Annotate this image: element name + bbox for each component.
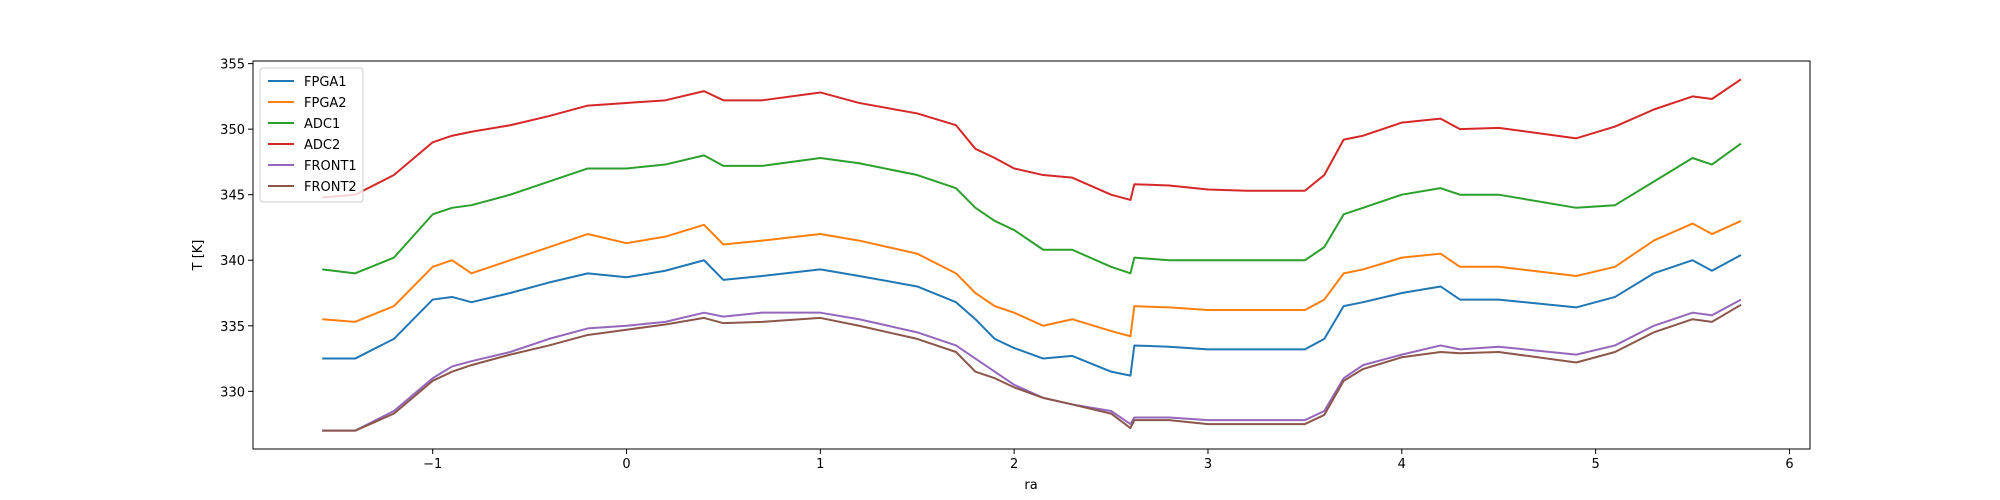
x-tick-label: 5: [1591, 457, 1599, 472]
y-tick-label: 355: [220, 58, 245, 73]
x-tick-label: 4: [1398, 457, 1406, 472]
legend-label: FPGA1: [304, 75, 347, 90]
x-tick-label: −1: [423, 457, 442, 472]
series-line: [322, 220, 1742, 338]
x-axis-label: ra: [1024, 478, 1037, 493]
legend-label: FPGA2: [304, 96, 347, 111]
series-line: [322, 254, 1742, 377]
series-line: [322, 78, 1742, 201]
y-tick-label: 350: [220, 123, 245, 138]
series-line: [322, 142, 1742, 275]
legend-label: ADC2: [304, 138, 340, 153]
y-tick-label: 330: [220, 385, 245, 400]
x-tick-label: 0: [622, 457, 630, 472]
y-tick-label: 335: [220, 320, 245, 335]
series-line: [322, 303, 1742, 432]
legend-label: FRONT1: [304, 159, 357, 174]
plot-frame: [252, 60, 1811, 450]
x-tick-label: 1: [816, 457, 824, 472]
x-tick-label: 6: [1785, 457, 1793, 472]
x-tick-label: 2: [1010, 457, 1018, 472]
y-tick-label: 340: [220, 254, 245, 269]
legend-label: ADC1: [304, 117, 340, 132]
x-tick-label: 3: [1204, 457, 1212, 472]
legend-label: FRONT2: [304, 180, 357, 195]
series-line: [322, 298, 1742, 432]
y-tick-label: 345: [220, 189, 245, 204]
y-axis-label: T [K]: [191, 240, 206, 272]
